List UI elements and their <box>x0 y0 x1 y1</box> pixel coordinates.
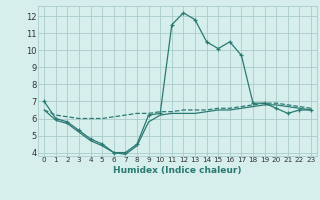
X-axis label: Humidex (Indice chaleur): Humidex (Indice chaleur) <box>113 166 242 175</box>
